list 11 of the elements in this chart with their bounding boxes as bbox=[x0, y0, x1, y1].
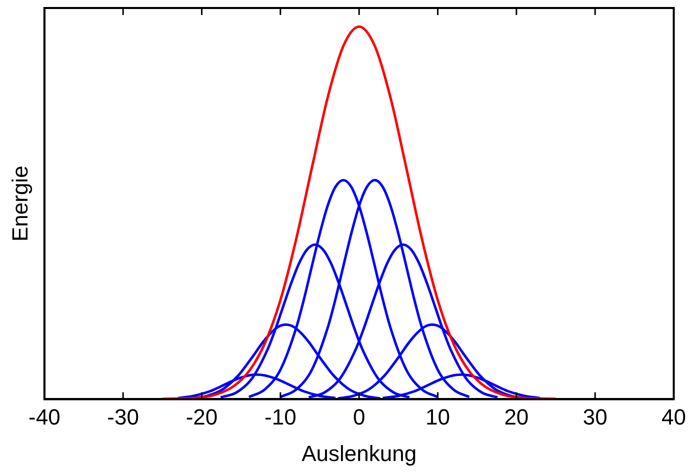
x-tick-label: -20 bbox=[186, 404, 218, 430]
y-axis-title: Energie bbox=[7, 166, 32, 242]
x-tick-label: -30 bbox=[107, 404, 139, 430]
x-tick-label: -10 bbox=[264, 404, 296, 430]
x-tick-label: 0 bbox=[352, 404, 366, 430]
x-tick-label: 20 bbox=[504, 404, 529, 430]
x-axis-title: Auslenkung bbox=[302, 440, 417, 466]
x-tick-label: 40 bbox=[662, 404, 686, 430]
x-tick-label: 10 bbox=[426, 404, 450, 430]
x-tick-label: 30 bbox=[582, 404, 608, 430]
x-tick-label: -40 bbox=[28, 404, 60, 430]
